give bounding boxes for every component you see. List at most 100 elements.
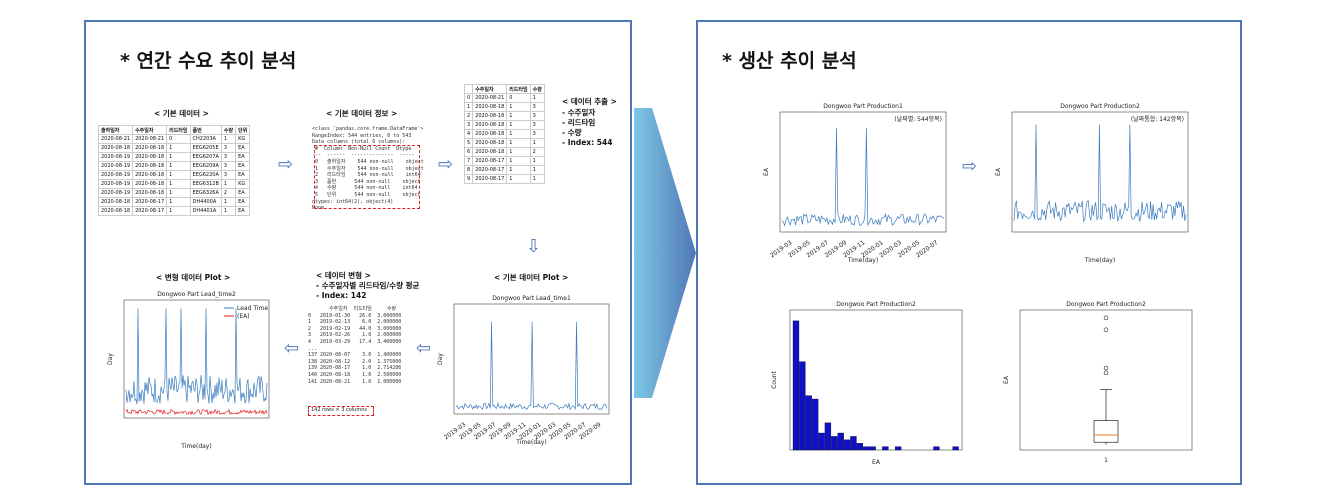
table-cell: 2020-08-18: [132, 161, 168, 171]
table-cell: 3: [220, 143, 237, 153]
outlier-point: [1103, 365, 1109, 371]
plot-frame: [789, 309, 963, 451]
info-caption: < 기본 데이터 정보 >: [326, 109, 398, 118]
transform-bullets: - 수주일자별 리드타임/수량 평균 - Index: 142: [316, 281, 419, 301]
table-cell: EEG6207A: [189, 152, 222, 162]
table-cell: EA: [235, 197, 251, 207]
bullet-item: - Index: 544: [562, 138, 613, 147]
table-cell: 2020-08-18: [472, 102, 508, 112]
table-row: 2 2020-08-18 1 3: [463, 111, 545, 121]
table-cell: 2020-08-18: [472, 111, 508, 121]
x-axis-label: Time(day): [1084, 257, 1115, 264]
table-cell: 1: [166, 188, 191, 198]
legend-label: (EA): [237, 313, 250, 320]
plot-frame: [123, 299, 270, 419]
histogram-bar: [895, 446, 902, 451]
table-cell: 3: [529, 129, 545, 139]
histogram-bar: [850, 436, 857, 451]
table-cell: EA: [235, 161, 251, 171]
table-row: 9 2020-08-17 1 1: [463, 174, 545, 184]
y-axis-label: EA: [763, 167, 770, 176]
table-cell: 1: [166, 197, 191, 207]
table-cell: 3: [529, 111, 545, 121]
table-cell: 2020-08-18: [472, 138, 508, 148]
table-cell: 8: [463, 165, 474, 175]
table-cell: 0: [463, 93, 474, 103]
table-header: 리드타임: [506, 84, 531, 94]
table-cell: 2: [463, 111, 474, 121]
table-cell: 2020-08-18: [472, 147, 508, 157]
x-axis-label: Time(day): [180, 443, 211, 450]
table-row: 7 2020-08-17 1 1: [463, 156, 545, 166]
right-arrow-icon: ⇨: [962, 156, 978, 177]
table-cell: 1: [166, 179, 191, 189]
histogram-bar: [805, 395, 812, 451]
table-cell: EEG6312B: [189, 179, 222, 189]
histogram-bar: [843, 439, 851, 451]
table-cell: 1: [166, 143, 191, 153]
plot-caption: < 기본 데이터 Plot >: [494, 273, 569, 282]
histogram-bar: [792, 320, 800, 451]
left-arrow-icon: ⇦: [416, 338, 432, 359]
table-cell: 1: [166, 161, 191, 171]
table-cell: EA: [235, 206, 251, 216]
table-header: 품번: [189, 125, 222, 135]
series-line: [125, 308, 268, 405]
boxplot-chart: Dongwoo Part Production2 1 EA: [1003, 301, 1193, 464]
bullet-item: - 수주일자: [562, 108, 596, 117]
plot-frame: [1019, 309, 1193, 451]
tplot-caption: < 변형 데이터 Plot >: [156, 273, 231, 282]
y-axis-label: EA: [1003, 375, 1010, 384]
histogram-bar: [831, 436, 838, 451]
table-row: 0 2020-08-21 0 1: [463, 93, 545, 103]
x-axis-label: Time(day): [515, 439, 546, 446]
table-row: 8 2020-08-17 1 1: [463, 165, 545, 175]
histogram-bar: [933, 446, 940, 451]
chart-title: Dongwoo Part Lead_time1: [492, 295, 571, 302]
table-cell: KG: [235, 134, 251, 144]
table-cell: 2020-08-18: [132, 143, 168, 153]
table-cell: 3: [529, 120, 545, 130]
down-arrow-icon: ⇩: [526, 236, 542, 257]
table-cell: 9: [463, 174, 474, 184]
table-cell: KG: [235, 179, 251, 189]
table-cell: 3: [220, 170, 237, 180]
outlier-point: [1103, 327, 1109, 332]
series-line: [455, 321, 608, 411]
histogram-bar: [799, 361, 806, 451]
production2-chart: Dongwoo Part Production2 (날짜통합: 142항목) Tim…: [995, 103, 1189, 264]
table-cell: 2020-08-17: [132, 206, 168, 216]
table-cell: 4: [463, 129, 474, 139]
histogram-bar: [812, 398, 819, 451]
table-cell: 2: [220, 188, 237, 198]
info-highlight: [314, 145, 420, 209]
table-cell: 1: [506, 102, 531, 112]
table-cell: 1: [506, 174, 531, 184]
table-header: 수량: [220, 125, 237, 135]
extract-bullets: - 수주일자 - 리드타임 - 수량 - Index: 544: [562, 108, 612, 148]
table-row: 2020-08-19 2020-08-18 1 EEG6326A 2 EA: [97, 188, 251, 198]
plot-frame: [1011, 111, 1189, 233]
table-cell: 1: [166, 206, 191, 216]
table-cell: 2020-08-21: [472, 93, 508, 103]
table-row: 2020-08-19 2020-08-18 1 EEG6209A 3 EA: [97, 161, 251, 171]
histogram-bar: [837, 432, 844, 451]
histogram-bar: [952, 446, 959, 451]
table-row: 4 2020-08-18 1 3: [463, 129, 545, 139]
y-axis-label: Day: [107, 353, 114, 365]
table-cell: 2020-08-18: [97, 206, 134, 216]
y-axis-label: EA: [995, 167, 1002, 176]
plot-frame: [453, 303, 610, 415]
table-cell: 2020-08-18: [472, 120, 508, 130]
table-row: 2020-08-18 2020-08-17 1 DH4401A 1 EA: [97, 206, 251, 216]
table-row: 5 2020-08-18 1 1: [463, 138, 545, 148]
histogram-bar: [863, 446, 870, 451]
table-header: [463, 84, 474, 94]
table-cell: 3: [220, 161, 237, 171]
table-cell: EEG6205E: [189, 143, 222, 153]
right-arrow-icon: ⇨: [278, 154, 294, 175]
table-cell: 2020-08-18: [97, 197, 134, 207]
histogram-bar: [882, 446, 889, 451]
table-cell: EA: [235, 170, 251, 180]
table-cell: 1: [166, 170, 191, 180]
